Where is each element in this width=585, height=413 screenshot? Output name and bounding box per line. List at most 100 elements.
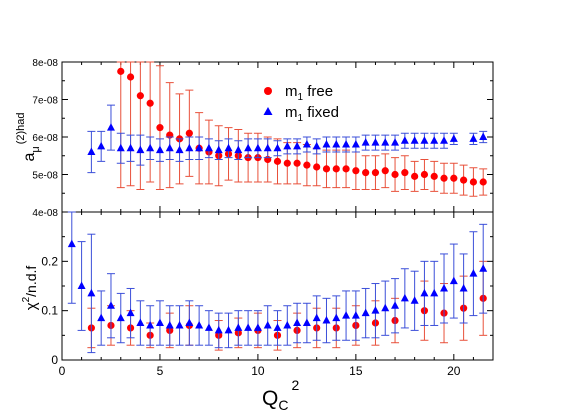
top-free-point — [342, 165, 350, 173]
top-fixed-point — [204, 143, 213, 152]
top-fixed-point — [410, 136, 419, 144]
bottom-fixed-point — [195, 320, 204, 329]
bottom-fixed-point — [234, 323, 243, 331]
top-fixed-point — [244, 143, 253, 152]
legend-marker-fixed — [263, 107, 273, 115]
top-free-point — [117, 67, 125, 75]
bottom-fixed-point — [391, 301, 400, 309]
top-fixed-point — [440, 136, 449, 144]
top-fixed-point — [97, 141, 106, 150]
top-free-point — [332, 165, 340, 173]
bottom-fixed-point — [204, 323, 213, 331]
bottom-fixed-point — [293, 318, 302, 326]
top-free-point — [352, 167, 360, 175]
bottom-fixed-point — [87, 288, 96, 297]
bottom-y-axis-label: χ2/n.d.f — [21, 266, 40, 311]
y-label-main: a — [21, 153, 38, 162]
bottom-fixed-point — [224, 325, 233, 334]
x-label-sub: C — [278, 397, 288, 413]
top-fixed-point — [322, 140, 331, 148]
legend-label-free: m1 free — [285, 83, 333, 103]
bottom-fixed-point — [116, 313, 125, 322]
top-fixed-point — [136, 145, 145, 154]
y-tick-label: 4e-08 — [32, 208, 58, 219]
y-label-sup: (2)had — [15, 112, 27, 144]
top-fixed-point — [283, 141, 292, 150]
top-fixed-point — [351, 140, 360, 148]
top-fixed-point — [263, 143, 272, 152]
bottom-fixed-point — [440, 283, 449, 292]
y-tick-label: 0.1 — [41, 304, 58, 318]
bottom-fixed-point — [449, 276, 458, 285]
top-fixed-point — [400, 136, 409, 144]
top-free-point — [146, 99, 154, 107]
top-fixed-point — [234, 145, 243, 154]
bottom-fixed-point — [479, 264, 488, 272]
top-free-point — [156, 124, 164, 132]
bottom-fixed-point — [361, 308, 370, 317]
bottom-fixed-point — [420, 288, 429, 297]
bottom-fixed-point — [332, 313, 341, 322]
top-fixed-point — [293, 141, 302, 150]
top-fixed-point — [449, 134, 458, 142]
x-tick-label: 15 — [349, 364, 363, 378]
x-tick-label: 0 — [59, 364, 66, 378]
y-tick-label: 8e-08 — [32, 58, 58, 69]
top-free-point — [420, 170, 429, 179]
x-label-main: Q — [262, 387, 278, 410]
top-free-point — [460, 176, 468, 184]
top-fixed-point — [430, 136, 439, 144]
top-fixed-point — [146, 143, 155, 152]
top-free-point — [391, 170, 399, 179]
top-fixed-point — [371, 138, 380, 146]
bottom-fixed-point — [342, 311, 351, 319]
bottom-fixed-point — [302, 318, 311, 326]
y-tick-label: 0.2 — [41, 254, 58, 268]
top-fixed-point — [185, 143, 194, 152]
top-fixed-point — [332, 140, 341, 148]
legend-label-fixed: m1 fixed — [285, 104, 339, 124]
bottom-fixed-point — [155, 318, 164, 326]
bottom-fixed-point — [97, 313, 106, 322]
chi-label-rest: /n.d.f — [23, 266, 39, 297]
top-free-point — [479, 178, 487, 186]
top-panel-data — [87, 61, 488, 197]
top-fixed-point — [479, 132, 488, 140]
bottom-fixed-point — [410, 296, 419, 304]
bottom-fixed-point — [244, 323, 253, 331]
bottom-fixed-point — [273, 323, 282, 331]
y-label-sub: μ — [30, 146, 42, 152]
bottom-fixed-point — [106, 301, 115, 309]
bottom-fixed-point — [283, 320, 292, 329]
top-fixed-point — [302, 140, 311, 148]
top-fixed-point — [195, 143, 204, 152]
top-free-point — [313, 163, 321, 171]
top-fixed-point — [116, 143, 125, 152]
bottom-fixed-point — [263, 320, 272, 329]
top-free-point — [362, 169, 370, 177]
top-fixed-point — [391, 138, 400, 146]
y-tick-label: 5e-08 — [32, 171, 58, 182]
top-free-point — [381, 167, 389, 175]
bottom-fixed-point — [136, 318, 145, 326]
bottom-fixed-point — [371, 306, 380, 314]
x-axis-label: QC2 — [262, 377, 299, 413]
bottom-fixed-point — [322, 316, 331, 324]
legend-marker-free — [264, 87, 272, 95]
top-free-point — [273, 157, 282, 165]
top-fixed-point — [224, 143, 233, 152]
top-free-point — [126, 73, 135, 81]
bottom-fixed-point — [146, 320, 155, 329]
top-fixed-point — [361, 138, 370, 146]
top-free-point — [430, 172, 438, 180]
bottom-fixed-point — [469, 269, 478, 277]
top-fixed-point — [253, 143, 262, 152]
x-tick-label: 20 — [447, 364, 461, 378]
top-fixed-point — [342, 140, 351, 148]
chi-label-main: χ — [23, 302, 40, 310]
svg-text:aμ(2)had: aμ(2)had — [15, 112, 42, 161]
legend: m1 free m1 fixed — [263, 83, 339, 124]
bottom-fixed-point — [214, 325, 223, 334]
bottom-fixed-point — [77, 281, 86, 289]
